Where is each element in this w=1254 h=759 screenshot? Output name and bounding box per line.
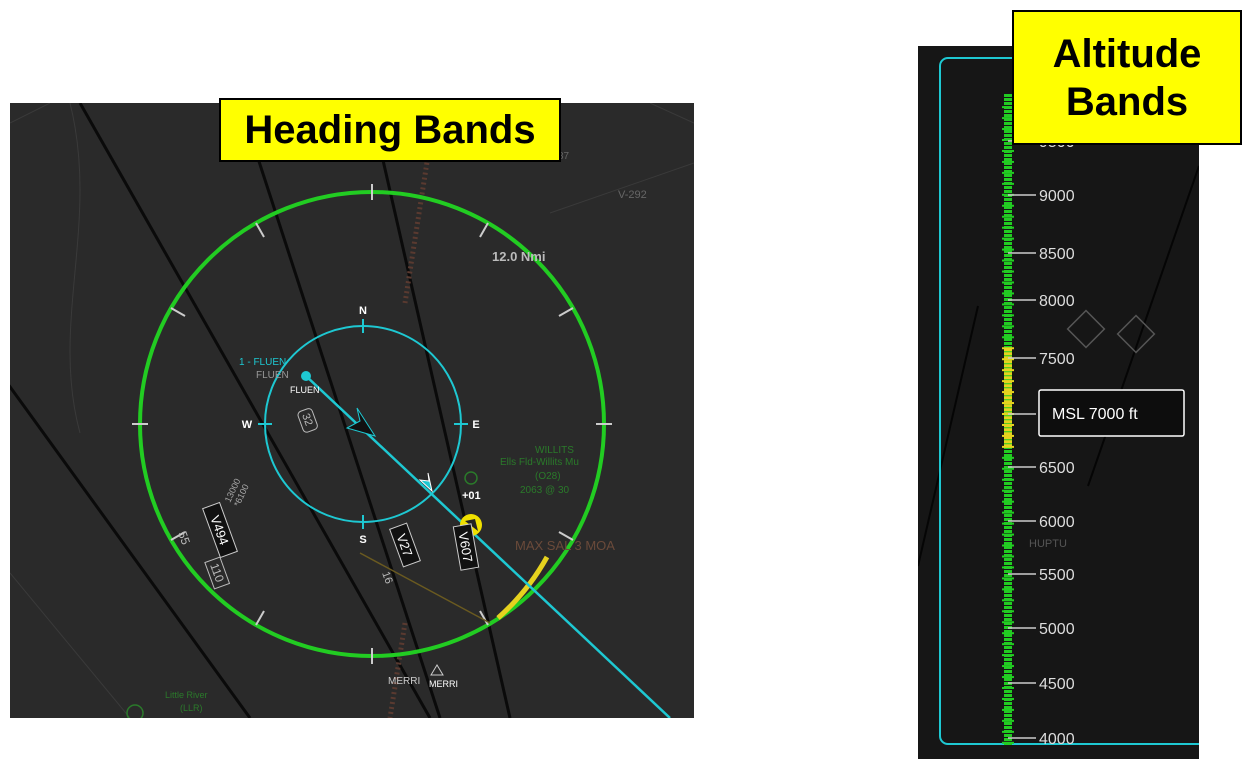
tick-8000: 8000 [1008, 293, 1075, 310]
little-river-label: Little River [165, 690, 208, 700]
outer-ring-ticks [132, 184, 612, 664]
restricted-boundary [387, 142, 433, 718]
merri-left-label: MERRI [388, 676, 420, 687]
tick-4500: 4500 [1008, 676, 1075, 693]
airway-v27-text: V27 [394, 532, 416, 559]
airway-lines [10, 103, 512, 718]
tick-4000: 4000 [1008, 731, 1075, 748]
compass-east-label: E [472, 419, 479, 431]
tick-5500-label: 5500 [1039, 567, 1075, 584]
num-16-label: 16 [379, 570, 394, 586]
compass-north-label: N [359, 305, 367, 317]
tick-6500: 6500 [1008, 460, 1075, 477]
heading-arrow-icon [345, 407, 377, 437]
heading-map: N S W E 1 - FLUEN FLUEN FLUEN +01 12.0 N… [10, 103, 694, 718]
heading-display-panel: N S W E 1 - FLUEN FLUEN FLUEN +01 12.0 N… [10, 103, 694, 718]
tick-7500: 7500 [1008, 351, 1075, 368]
little-river-id: (LLR) [180, 703, 203, 713]
airport-id: (O28) [535, 471, 561, 482]
airway-label-v607: V607 [452, 523, 480, 571]
airway-label-v494: V494 [202, 501, 238, 559]
airway-label-v27: V27 [389, 522, 421, 568]
num-16-group: 16 [379, 570, 394, 586]
altitude-display-panel: 9000 8500 8000 7500 6500 6000 5500 5000 … [918, 46, 1199, 759]
compass-ticks [258, 319, 468, 529]
terrain-lines [10, 103, 694, 718]
range-label: 12.0 Nmi [492, 249, 545, 264]
little-river-airport-icon [126, 704, 144, 718]
tick-5000-label: 5000 [1039, 621, 1075, 638]
waypoint-label: 1 - FLUEN [239, 357, 286, 368]
altitude-readout-box[interactable] [1038, 389, 1185, 437]
ownship-trail [359, 552, 491, 624]
tick-8500-label: 8500 [1039, 246, 1075, 263]
altitude-bands-callout: Altitude Bands [1012, 10, 1242, 145]
compass-south-label: S [359, 534, 366, 546]
num-32-label: 32 [299, 412, 314, 428]
tick-6000-label: 6000 [1039, 514, 1075, 531]
airport-elevation: 2063 @ 30 [520, 485, 570, 496]
altitude-tape: 9000 8500 8000 7500 6500 6000 5500 5000 … [918, 57, 1199, 748]
heading-bands-callout: Heading Bands [219, 98, 561, 162]
num-32-group: 32 [297, 408, 318, 433]
tick-5500: 5500 [1008, 567, 1075, 584]
tick-9000-label: 9000 [1039, 188, 1075, 205]
tick-7500-label: 7500 [1039, 351, 1075, 368]
altitude-major-ticks: 9000 8500 8000 7500 6500 6000 5500 5000 … [1008, 134, 1075, 748]
num-110-label: 110 [207, 561, 227, 584]
num-55-label: 55 [175, 529, 193, 547]
waypoint-marker[interactable] [301, 371, 311, 381]
waypoint-map-label: FLUEN [256, 370, 289, 381]
num-87-label: 87 [558, 151, 570, 162]
altitude-waypoint-label: HUPTU [1029, 538, 1067, 550]
tick-4500-label: 4500 [1039, 676, 1075, 693]
tick-8500: 8500 [1008, 246, 1075, 263]
altitude-map-symbols [1066, 309, 1156, 354]
waypoint-ident: FLUEN [290, 385, 320, 395]
altitude-note: 13000 *6100 [223, 477, 251, 508]
tick-6000: 6000 [1008, 514, 1075, 531]
num-110-group: 110 [204, 556, 231, 590]
num-55-group: 55 [175, 529, 193, 547]
ownship-altitude-delta: +01 [462, 490, 481, 502]
airport-detail: Ells Fld-Willits Mu [500, 457, 579, 468]
tick-4000-label: 4000 [1039, 731, 1075, 748]
caution-heading-band [496, 555, 550, 620]
track-arrow-icon [418, 472, 433, 493]
airport-name: WILLITS [535, 445, 574, 456]
tick-5000: 5000 [1008, 621, 1075, 638]
tick-6500-label: 6500 [1039, 460, 1075, 477]
compass-west-label: W [242, 419, 253, 431]
tick-9000: 9000 [1008, 188, 1075, 205]
moa-label: MAX SAL 3 MOA [515, 538, 615, 553]
merri-triangle-icon [430, 664, 444, 676]
willits-airport-icon [464, 471, 478, 485]
tick-8000-label: 8000 [1039, 293, 1075, 310]
altitude-readout: MSL 7000 ft [1052, 406, 1138, 423]
airway-v607-text: V607 [455, 531, 475, 564]
v-route-right-label: V-292 [618, 189, 647, 201]
altitude-minor-ticks [1002, 106, 1014, 744]
merri-right-label: MERRI [429, 679, 458, 689]
